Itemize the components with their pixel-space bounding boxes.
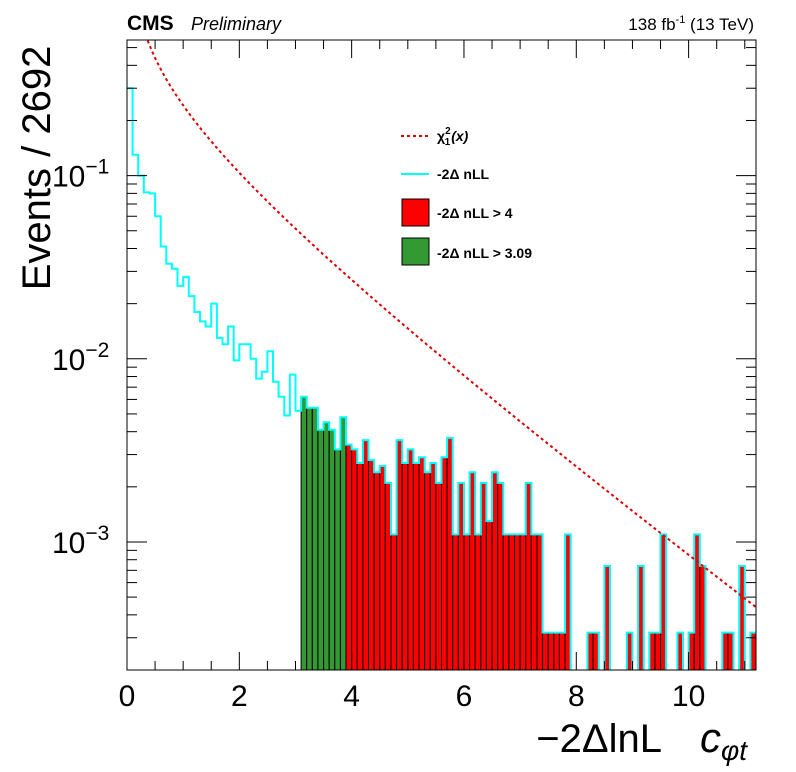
chi2-curve bbox=[146, 40, 756, 608]
histogram-bar bbox=[367, 459, 375, 670]
histogram-bar bbox=[558, 632, 566, 670]
y-tick-label: 10−2 bbox=[52, 339, 109, 377]
x-tick-label: 4 bbox=[343, 680, 360, 713]
legend-green-label: -2Δ nLL > 3.09 bbox=[437, 245, 532, 261]
histogram-bar bbox=[553, 632, 560, 670]
histogram-bar bbox=[514, 533, 521, 670]
histogram-bar bbox=[323, 421, 330, 670]
x-tick-label: 6 bbox=[456, 680, 473, 713]
legend-red-swatch bbox=[401, 198, 430, 227]
histogram-bar bbox=[547, 632, 555, 670]
x-axis-extra-label: cφt bbox=[700, 714, 748, 766]
cms-label: CMS bbox=[127, 12, 174, 35]
histogram-bar bbox=[508, 533, 516, 670]
histogram-bar bbox=[300, 396, 308, 670]
histogram-bar bbox=[435, 482, 443, 670]
legend-red-label: -2Δ nLL > 4 bbox=[437, 205, 513, 221]
histogram-bar bbox=[390, 533, 398, 670]
histogram-bar bbox=[407, 448, 414, 670]
histogram-bar bbox=[306, 407, 313, 670]
histogram-bar bbox=[328, 429, 336, 670]
preliminary-label: Preliminary bbox=[191, 14, 282, 34]
histogram-bar bbox=[356, 462, 364, 670]
histogram-bar bbox=[401, 462, 409, 670]
axis-ticks: 0 2 4 6 8 10 10−1 10−2 10−3 bbox=[52, 40, 756, 713]
chi2-curve-layer bbox=[146, 40, 756, 608]
histogram-bar bbox=[418, 456, 426, 670]
histogram-bar bbox=[463, 533, 471, 670]
histogram-bar bbox=[441, 456, 448, 670]
x-tick-label: 2 bbox=[231, 680, 248, 713]
histogram-bar bbox=[654, 632, 662, 670]
histogram-bar bbox=[334, 448, 341, 670]
x-tick-label: 0 bbox=[119, 680, 136, 713]
x-tick-label: 8 bbox=[568, 680, 585, 713]
plot-frame bbox=[126, 39, 757, 671]
legend-nll-label: -2Δ nLL bbox=[437, 166, 490, 182]
y-tick-label: 10−3 bbox=[52, 522, 109, 560]
histogram-bar bbox=[424, 471, 431, 670]
x-tick-label: 10 bbox=[672, 680, 705, 713]
histogram-bar bbox=[362, 439, 369, 670]
legend: χ2 1(x) -2Δ nLL -2Δ nLL > 4 -2Δ nLL > 3.0… bbox=[401, 126, 532, 266]
histogram-bar bbox=[311, 407, 319, 670]
histogram-bar bbox=[351, 448, 358, 670]
histogram-bar bbox=[519, 533, 527, 670]
histogram-bar bbox=[429, 462, 437, 670]
histogram-bar bbox=[317, 429, 325, 670]
y-axis-title: Events / 2692 bbox=[15, 46, 59, 291]
histogram-bar bbox=[542, 632, 549, 670]
histogram-outline bbox=[127, 87, 756, 670]
histogram-bar bbox=[339, 416, 347, 670]
luminosity-label: 138 fb-1 (13 TeV) bbox=[628, 14, 754, 34]
histogram-line-layer bbox=[127, 87, 756, 670]
histogram-bar bbox=[485, 520, 493, 670]
histogram-bar bbox=[474, 533, 482, 670]
histogram-bar bbox=[412, 462, 420, 670]
histogram-bar bbox=[530, 533, 538, 670]
legend-chi2-label: χ2 1(x) bbox=[437, 126, 469, 148]
histogram-bar bbox=[452, 533, 459, 670]
histogram-bar bbox=[379, 465, 386, 670]
histogram-bar bbox=[502, 533, 510, 670]
histogram-bar bbox=[345, 444, 353, 670]
x-axis-title: −2ΔlnL bbox=[536, 717, 662, 761]
histogram-fill-layer bbox=[300, 396, 756, 670]
legend-green-swatch bbox=[401, 237, 430, 266]
y-tick-label: 10−1 bbox=[52, 156, 109, 194]
histogram-bar bbox=[373, 471, 381, 670]
